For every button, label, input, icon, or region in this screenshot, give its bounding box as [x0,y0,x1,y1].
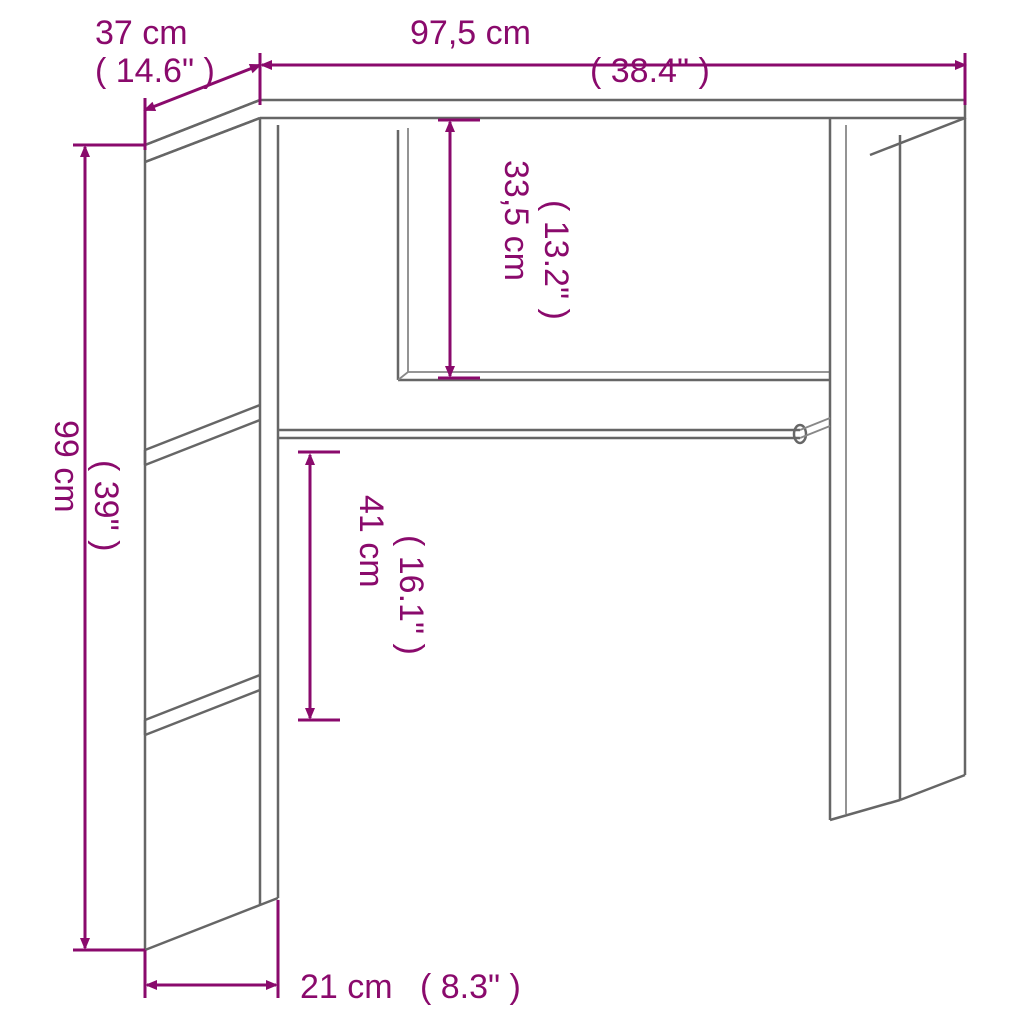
dim-height-in: ( 39" ) [87,460,125,551]
dim-shelf-depth: 21 cm ( 8.3" ) [145,900,521,1006]
dim-top-cm: 33,5 cm [497,160,535,281]
dim-top-in: ( 13.2" ) [537,200,575,320]
dim-shelfd-in: ( 8.3" ) [420,968,521,1006]
dim-height-cm: 99 cm [47,420,85,513]
dim-shelf-cm: 41 cm [352,495,390,588]
dimension-lines: 37 cm ( 14.6" ) 97,5 cm ( 38.4" ) 33,5 c… [47,14,965,1006]
dim-width-in: ( 38.4" ) [590,52,710,90]
dim-top-height: 33,5 cm ( 13.2" ) [438,120,575,378]
dim-width: 97,5 cm ( 38.4" ) [262,14,965,105]
dim-shelf-in: ( 16.1" ) [392,535,430,655]
dim-height: 99 cm ( 39" ) [47,145,145,950]
dimension-drawing: 37 cm ( 14.6" ) 97,5 cm ( 38.4" ) 33,5 c… [0,0,1024,1024]
dim-depth-in: ( 14.6" ) [95,52,215,90]
dim-width-cm: 97,5 cm [410,14,531,52]
dim-depth-cm: 37 cm [95,14,188,52]
dim-shelf-height: 41 cm ( 16.1" ) [260,452,430,720]
dim-shelfd-cm: 21 cm [300,968,393,1006]
dim-depth: 37 cm ( 14.6" ) [95,14,260,150]
